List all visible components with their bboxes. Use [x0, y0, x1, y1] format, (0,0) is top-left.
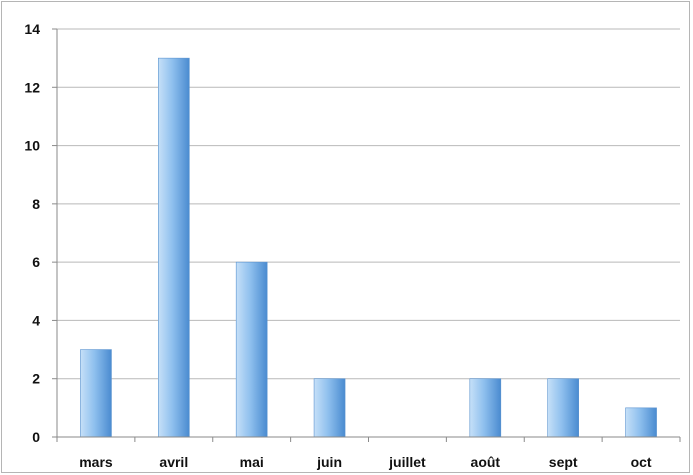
y-tick-label: 6 — [32, 254, 40, 270]
x-tick-label: oct — [631, 454, 652, 470]
y-tick-label: 12 — [24, 79, 40, 95]
y-tick-label: 8 — [32, 196, 40, 212]
y-tick-label: 0 — [32, 429, 40, 445]
y-tick-label: 4 — [32, 312, 40, 328]
x-tick-label: juillet — [388, 454, 426, 470]
x-tick-label: avril — [159, 454, 188, 470]
y-tick-label: 10 — [24, 138, 40, 154]
bar-mai — [235, 261, 268, 438]
bar-août — [469, 378, 502, 438]
bar-oct — [625, 407, 657, 438]
y-tick-label: 2 — [32, 371, 40, 387]
bar-juin — [313, 378, 346, 438]
bar-mars — [80, 349, 112, 438]
x-tick-label: août — [471, 454, 501, 470]
bars — [80, 57, 657, 438]
bar-sept — [547, 378, 579, 438]
y-tick-label: 14 — [24, 21, 40, 37]
gridlines — [57, 28, 680, 380]
x-tick-label: juin — [316, 454, 342, 470]
x-tick-label: mars — [79, 454, 113, 470]
x-tick-label: mai — [240, 454, 264, 470]
x-axis-ticks: mars avril mai juin juillet août sept oct — [56, 437, 681, 470]
x-tick-label: sept — [549, 454, 578, 470]
y-axis-ticks: 0 2 4 6 8 10 12 14 — [24, 21, 57, 445]
axes — [56, 29, 680, 438]
bar-avril — [158, 57, 190, 438]
